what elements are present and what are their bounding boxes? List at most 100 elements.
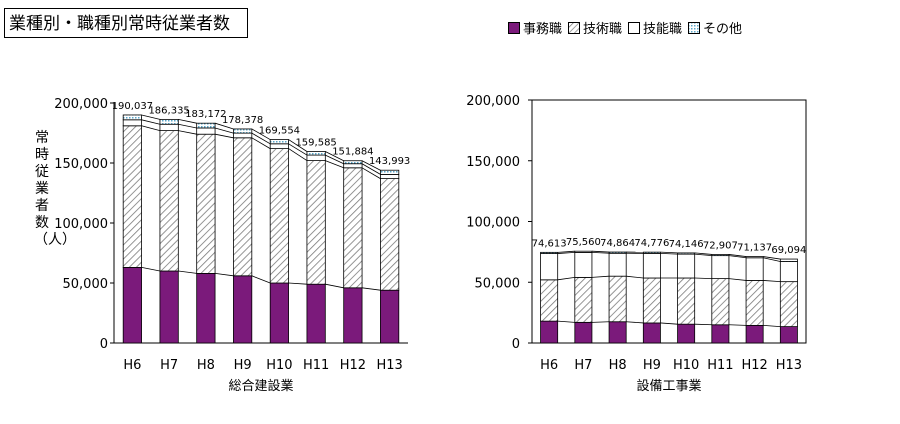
- total-label: 186,335: [148, 105, 189, 116]
- bar-segment-technical: [306, 160, 326, 285]
- x-tick-label: H8: [609, 358, 627, 373]
- bar-segment-clerical: [233, 275, 253, 344]
- y-tick-label: 0: [100, 337, 108, 352]
- bar-segment-clerical: [711, 324, 730, 344]
- bar-segment-other: [540, 251, 559, 254]
- x-tick-label: H10: [673, 358, 699, 373]
- series-line: [626, 275, 644, 279]
- series-line: [694, 253, 712, 257]
- bar-segment-other: [745, 256, 764, 259]
- series-line: [178, 130, 197, 135]
- bar-segment-technical: [574, 276, 593, 323]
- series-line: [763, 256, 781, 260]
- bar-segment-skilled: [779, 261, 798, 283]
- total-label: 178,378: [222, 115, 263, 126]
- bar-segment-skilled: [233, 132, 253, 139]
- series-line: [660, 322, 678, 325]
- x-tick-label: H9: [234, 358, 252, 373]
- series-line: [362, 287, 381, 291]
- bar-segment-skilled: [540, 253, 559, 281]
- series-line: [361, 163, 381, 175]
- legend-swatch-dots: [688, 21, 701, 34]
- y-tick-label: 200,000: [54, 97, 108, 112]
- y-tick-label: 0: [512, 337, 520, 352]
- x-tick-label: H7: [160, 358, 178, 373]
- legend-item-technical: 技術職: [568, 18, 622, 37]
- bar-segment-clerical: [745, 324, 764, 344]
- bar-segment-technical: [233, 137, 253, 277]
- bar-segment-clerical: [380, 289, 400, 344]
- bar-segment-clerical: [540, 320, 559, 344]
- x-tick-label: H13: [776, 358, 802, 373]
- bar-segment-technical: [159, 130, 179, 272]
- bar-segment-technical: [540, 279, 559, 322]
- series-line: [214, 127, 234, 134]
- series-line: [325, 283, 344, 289]
- series-line: [178, 123, 197, 129]
- bar-segment-skilled: [574, 252, 593, 278]
- total-label: 74,146: [669, 239, 704, 250]
- bar-segment-other: [269, 139, 289, 145]
- bar-segment-skilled: [159, 123, 179, 131]
- bar-segment-clerical: [196, 272, 216, 344]
- legend-item-clerical: 事務職: [508, 18, 562, 37]
- x-tick-label: H11: [303, 358, 329, 373]
- y-tick-label: 100,000: [466, 216, 520, 231]
- bar-segment-clerical: [122, 266, 142, 344]
- legend-label: 技術職: [583, 22, 623, 37]
- bar-segment-skilled: [122, 119, 142, 127]
- bar-segment-clerical: [779, 326, 798, 344]
- legend: 事務職 技術職 技能職 その他: [508, 18, 748, 37]
- total-label: 74,776: [634, 238, 669, 249]
- y-tick-label: 100,000: [54, 217, 108, 232]
- bar-segment-other: [677, 252, 696, 255]
- bar-segment-skilled: [608, 252, 627, 277]
- bar-segment-other: [574, 250, 593, 253]
- series-line: [288, 143, 308, 156]
- x-axis-label: 総合建設業: [228, 378, 293, 394]
- page-title: 業種別・職種別常時従業者数: [4, 8, 248, 38]
- series-line: [728, 254, 747, 257]
- bar-segment-other: [642, 251, 661, 254]
- series-line: [251, 137, 271, 149]
- bar-segment-other: [196, 122, 216, 129]
- total-label: 143,993: [369, 156, 410, 167]
- bar-segment-skilled: [677, 253, 696, 279]
- series-line: [288, 282, 307, 285]
- total-label: 183,172: [185, 109, 226, 120]
- bar-segment-skilled: [380, 173, 400, 179]
- legend-item-skilled: 技能職: [628, 18, 682, 37]
- bar-segment-clerical: [608, 321, 627, 344]
- series-line: [214, 133, 234, 139]
- series-line: [557, 252, 575, 254]
- series-line: [728, 278, 747, 281]
- series-line: [325, 154, 344, 165]
- bar-segment-skilled: [343, 163, 363, 169]
- legend-label: 技能職: [643, 22, 683, 37]
- x-tick-label: H6: [123, 358, 141, 373]
- series-line: [591, 250, 610, 253]
- total-label: 190,037: [112, 101, 153, 112]
- series-line: [763, 280, 781, 283]
- x-tick-label: H8: [197, 358, 215, 373]
- bar-segment-skilled: [711, 255, 730, 280]
- series-line: [288, 139, 308, 152]
- series-line: [141, 119, 161, 125]
- x-axis-label: 設備工事業: [636, 378, 701, 394]
- bar-segment-technical: [380, 178, 400, 291]
- total-label: 71,137: [737, 243, 772, 254]
- series-line: [557, 320, 575, 323]
- series-line: [214, 122, 234, 130]
- series-line: [288, 148, 308, 161]
- bar-segment-skilled: [269, 143, 289, 150]
- series-line: [728, 324, 747, 326]
- bar-segment-technical: [343, 167, 363, 289]
- y-tick-label: 200,000: [466, 94, 520, 109]
- bar-segment-clerical: [159, 270, 179, 344]
- bar-segment-other: [380, 169, 400, 175]
- bar-segment-other: [122, 114, 142, 121]
- legend-label: その他: [703, 22, 743, 37]
- bar-segment-other: [711, 254, 730, 257]
- y-tick-label: 50,000: [475, 276, 521, 291]
- bar-segment-other: [159, 118, 179, 125]
